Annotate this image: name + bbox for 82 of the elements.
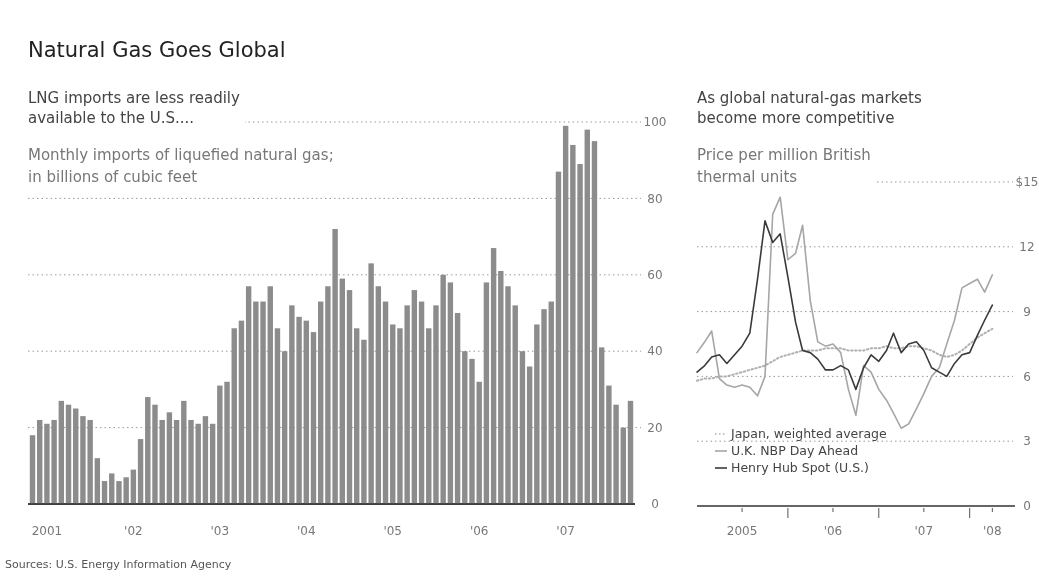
bar bbox=[548, 301, 554, 504]
bar bbox=[231, 328, 237, 504]
bar bbox=[411, 290, 418, 504]
bar bbox=[418, 301, 425, 504]
legend-label: Henry Hub Spot (U.S.) bbox=[731, 460, 869, 475]
line-series bbox=[696, 220, 994, 391]
bar bbox=[238, 320, 245, 504]
y-tick-label: 20 bbox=[647, 420, 663, 435]
bar bbox=[584, 129, 590, 504]
bar bbox=[555, 171, 562, 504]
bar bbox=[317, 301, 324, 504]
bar bbox=[274, 328, 281, 504]
bar bbox=[310, 332, 317, 504]
bar bbox=[483, 282, 490, 504]
bar bbox=[29, 435, 36, 504]
x-tick-label: '07 bbox=[914, 524, 934, 538]
x-tick-label: 2005 bbox=[726, 524, 758, 538]
bar bbox=[281, 351, 288, 504]
chart-subtitle: LNG imports are less readily available to the U.S.... bbox=[28, 89, 241, 127]
bar bbox=[382, 301, 389, 504]
bar bbox=[195, 423, 201, 504]
bar bbox=[94, 458, 101, 504]
bar bbox=[267, 286, 273, 504]
bar bbox=[202, 416, 209, 504]
x-tick-label: '02 bbox=[124, 524, 143, 538]
bar bbox=[462, 351, 468, 504]
x-tick-label: '07 bbox=[556, 524, 575, 538]
bar bbox=[137, 439, 144, 504]
y-tick-label: 60 bbox=[647, 268, 663, 282]
y-tick-label: 0 bbox=[651, 497, 659, 512]
bar bbox=[209, 423, 216, 504]
bar bbox=[454, 313, 461, 504]
y-axis-title: Price per million British thermal units bbox=[697, 146, 871, 186]
y-tick-label: 9 bbox=[1023, 304, 1031, 319]
bar bbox=[627, 400, 634, 504]
x-tick-label: 2001 bbox=[31, 524, 63, 538]
x-tick-label: '06 bbox=[823, 524, 843, 538]
bar bbox=[519, 351, 526, 504]
y-tick-label: 6 bbox=[1023, 369, 1031, 384]
x-tick-label: '03 bbox=[210, 524, 230, 538]
chart-title: As global natural-gas markets become more competitive bbox=[697, 89, 922, 127]
y-tick-label: 0 bbox=[1023, 499, 1031, 514]
x-tick-label: '05 bbox=[383, 524, 403, 538]
bar bbox=[526, 366, 533, 504]
bar bbox=[58, 400, 65, 504]
y-tick-label: 3 bbox=[1023, 434, 1031, 449]
y-tick-label: 40 bbox=[647, 344, 663, 359]
bar bbox=[598, 347, 605, 504]
bar bbox=[346, 290, 353, 504]
x-tick-label: '06 bbox=[469, 524, 489, 538]
bar bbox=[390, 324, 396, 504]
y-tick-label: 100 bbox=[643, 115, 667, 130]
x-tick-label: '04 bbox=[296, 524, 316, 538]
y-tick-label: 80 bbox=[647, 191, 663, 206]
legend-label: U.K. NBP Day Ahead bbox=[731, 443, 859, 458]
bar bbox=[65, 404, 72, 504]
bar bbox=[591, 141, 598, 504]
legend-label: Japan, weighted average bbox=[730, 426, 888, 441]
bar bbox=[173, 419, 180, 504]
bar bbox=[620, 427, 626, 504]
bar bbox=[490, 248, 497, 504]
bar bbox=[426, 328, 432, 504]
bar bbox=[354, 328, 360, 504]
bar bbox=[109, 473, 115, 504]
y-tick-label: 12 bbox=[1019, 240, 1035, 254]
chart-title: Natural Gas Goes Global bbox=[28, 38, 286, 62]
bar bbox=[303, 320, 309, 504]
x-tick-label: '08 bbox=[983, 524, 1002, 538]
source-note: Sources: U.S. Energy Information Agency bbox=[5, 558, 232, 571]
bar bbox=[245, 286, 252, 504]
bar bbox=[512, 305, 518, 504]
bar bbox=[375, 286, 382, 504]
line-series bbox=[696, 196, 994, 430]
y-tick-label: $15 bbox=[1015, 175, 1039, 190]
y-axis-title: Monthly imports of liquefied natural gas; in billions of cubic feet bbox=[28, 146, 334, 186]
bar bbox=[37, 419, 43, 504]
bar bbox=[447, 282, 454, 504]
bar bbox=[73, 408, 79, 504]
bar bbox=[562, 125, 569, 504]
bar bbox=[145, 397, 151, 504]
bar bbox=[339, 278, 346, 504]
bar bbox=[166, 412, 173, 504]
